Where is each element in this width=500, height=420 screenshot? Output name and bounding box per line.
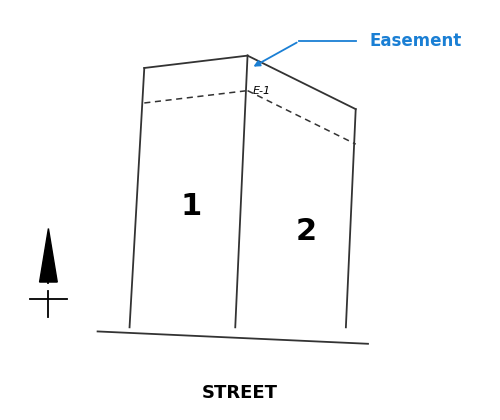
Text: Easement: Easement: [369, 32, 462, 50]
Text: STREET: STREET: [202, 384, 278, 402]
Text: 1: 1: [180, 192, 202, 221]
Polygon shape: [40, 228, 58, 282]
Text: E-1: E-1: [252, 87, 270, 97]
Text: 2: 2: [296, 217, 317, 246]
